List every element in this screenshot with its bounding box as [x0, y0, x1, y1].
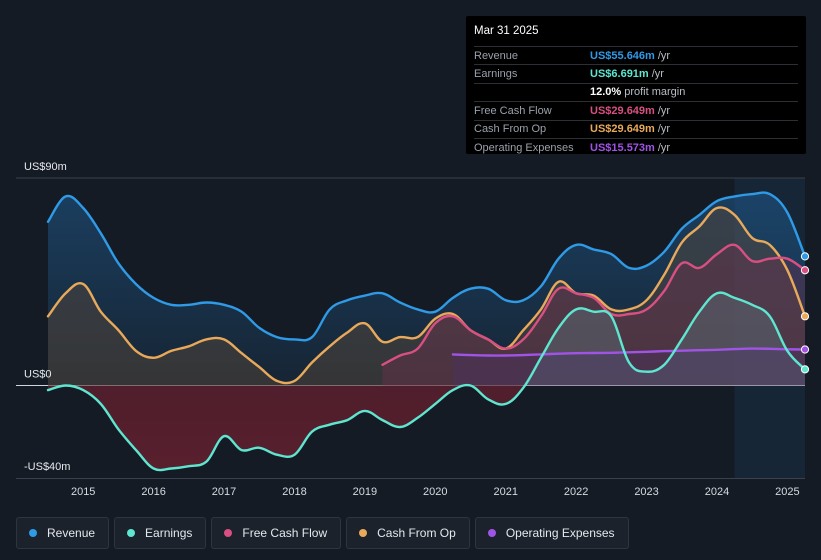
tooltip-row-unit: /yr: [657, 104, 671, 117]
earnings-line: [46, 291, 805, 472]
free-cash-flow-endpoint: [800, 266, 810, 275]
operating-expenses-endpoint: [800, 345, 810, 354]
x-tick-label: 2023: [634, 486, 658, 498]
legend-label: Revenue: [47, 526, 96, 540]
x-tick-label: 2025: [775, 486, 799, 498]
tooltip-row-value: US$29.649m: [590, 104, 655, 117]
series-lines: [46, 191, 805, 472]
legend-label: Cash From Op: [377, 526, 456, 540]
tooltip-row-unit: profit margin: [624, 86, 686, 99]
legend-item-free-cash-flow[interactable]: Free Cash Flow: [211, 517, 342, 549]
tooltip-row-label: Cash From Op: [474, 123, 547, 136]
legend-dot-icon: [127, 529, 136, 537]
x-axis-labels: 2015 2016 2017 2018 2019 2020 2021 2022 2023 2024…: [71, 486, 800, 498]
tooltip-row-value: US$29.649m: [590, 123, 655, 136]
y-tick-label: US$0: [24, 369, 52, 381]
x-tick-label: 2015: [71, 486, 95, 498]
tooltip-date: Mar 31 2025: [474, 25, 539, 37]
tooltip-row-unit: /yr: [657, 49, 671, 62]
legend-label: Operating Expenses: [505, 526, 615, 540]
tooltip-row-unit: /yr: [657, 141, 671, 154]
tooltip-row: Operating Expenses US$15.573m/yr: [474, 137, 798, 156]
legend-dot-icon: [224, 529, 233, 537]
earnings-negative-area: [48, 385, 805, 471]
earnings-positive-group: [48, 292, 805, 386]
cash-from-op-endpoint: [800, 312, 810, 321]
tooltip-row-label: Free Cash Flow: [474, 104, 552, 117]
legend-item-cash-from-op[interactable]: Cash From Op: [346, 517, 470, 549]
tooltip-row-value: 12.0%: [590, 86, 622, 99]
legend-label: Earnings: [145, 526, 193, 540]
operating-expenses-line: [451, 347, 805, 357]
legend-item-operating-expenses[interactable]: Operating Expenses: [474, 517, 629, 549]
tooltip-row-value: US$6.691m: [590, 68, 649, 81]
tooltip-row-label: Revenue: [474, 49, 519, 62]
tooltip-row: Cash From Op US$29.649m/yr: [474, 119, 798, 138]
x-tick-label: 2017: [212, 486, 236, 498]
x-tick-label: 2018: [282, 486, 306, 498]
free-cash-flow-line: [381, 243, 805, 366]
revenue-line: [46, 191, 805, 342]
legend-dot-icon: [29, 529, 37, 537]
y-tick-label: US$90m: [24, 161, 67, 173]
legend-dot-icon: [359, 529, 368, 537]
x-tick-label: 2024: [705, 486, 729, 498]
tooltip-row-value: US$15.573m: [590, 141, 655, 154]
series-endpoints: [800, 252, 810, 374]
revenue-endpoint: [800, 252, 810, 261]
tooltip-row-label: Operating Expenses: [474, 141, 574, 154]
y-tick-label: -US$40m: [24, 461, 70, 473]
tooltip-row: Revenue US$55.646m/yr: [474, 46, 798, 64]
legend-item-revenue[interactable]: Revenue: [16, 517, 110, 549]
legend-dot-icon: [487, 529, 496, 537]
tooltip-rows: Revenue US$55.646m/yr Earnings US$6.691m/yr…: [474, 46, 798, 156]
revenue-area: [48, 192, 805, 386]
tooltip-panel: Mar 31 2025 Revenue US$55.646m/yr Earnings…: [466, 16, 806, 154]
tooltip-row: Earnings US$6.691m/yr: [474, 64, 798, 82]
earnings-negative-group: [48, 385, 805, 471]
x-tick-label: 2019: [353, 486, 377, 498]
legend: Revenue Earnings Free Cash Flow Cash From O…: [16, 517, 629, 549]
x-tick-label: 2016: [141, 486, 165, 498]
tooltip-row-value: US$55.646m: [590, 49, 655, 62]
legend-label: Free Cash Flow: [242, 526, 328, 540]
x-tick-label: 2022: [564, 486, 588, 498]
x-tick-label: 2021: [493, 486, 517, 498]
earnings-positive-area: [48, 292, 805, 386]
tooltip-row-unit: /yr: [651, 68, 664, 81]
y-axis-labels: US$90m US$0 -US$40m: [24, 161, 70, 473]
tooltip-row-unit: /yr: [657, 123, 671, 136]
tooltip-row: 12.0% profit margin: [474, 82, 798, 101]
legend-item-earnings[interactable]: Earnings: [114, 517, 207, 549]
earnings-endpoint: [800, 365, 810, 374]
x-tick-label: 2020: [423, 486, 447, 498]
cash-from-op-area: [48, 207, 805, 386]
tooltip-row-label: Earnings: [474, 68, 518, 81]
tooltip-row: Free Cash Flow US$29.649m/yr: [474, 101, 798, 119]
cash-from-op-line: [46, 206, 805, 385]
